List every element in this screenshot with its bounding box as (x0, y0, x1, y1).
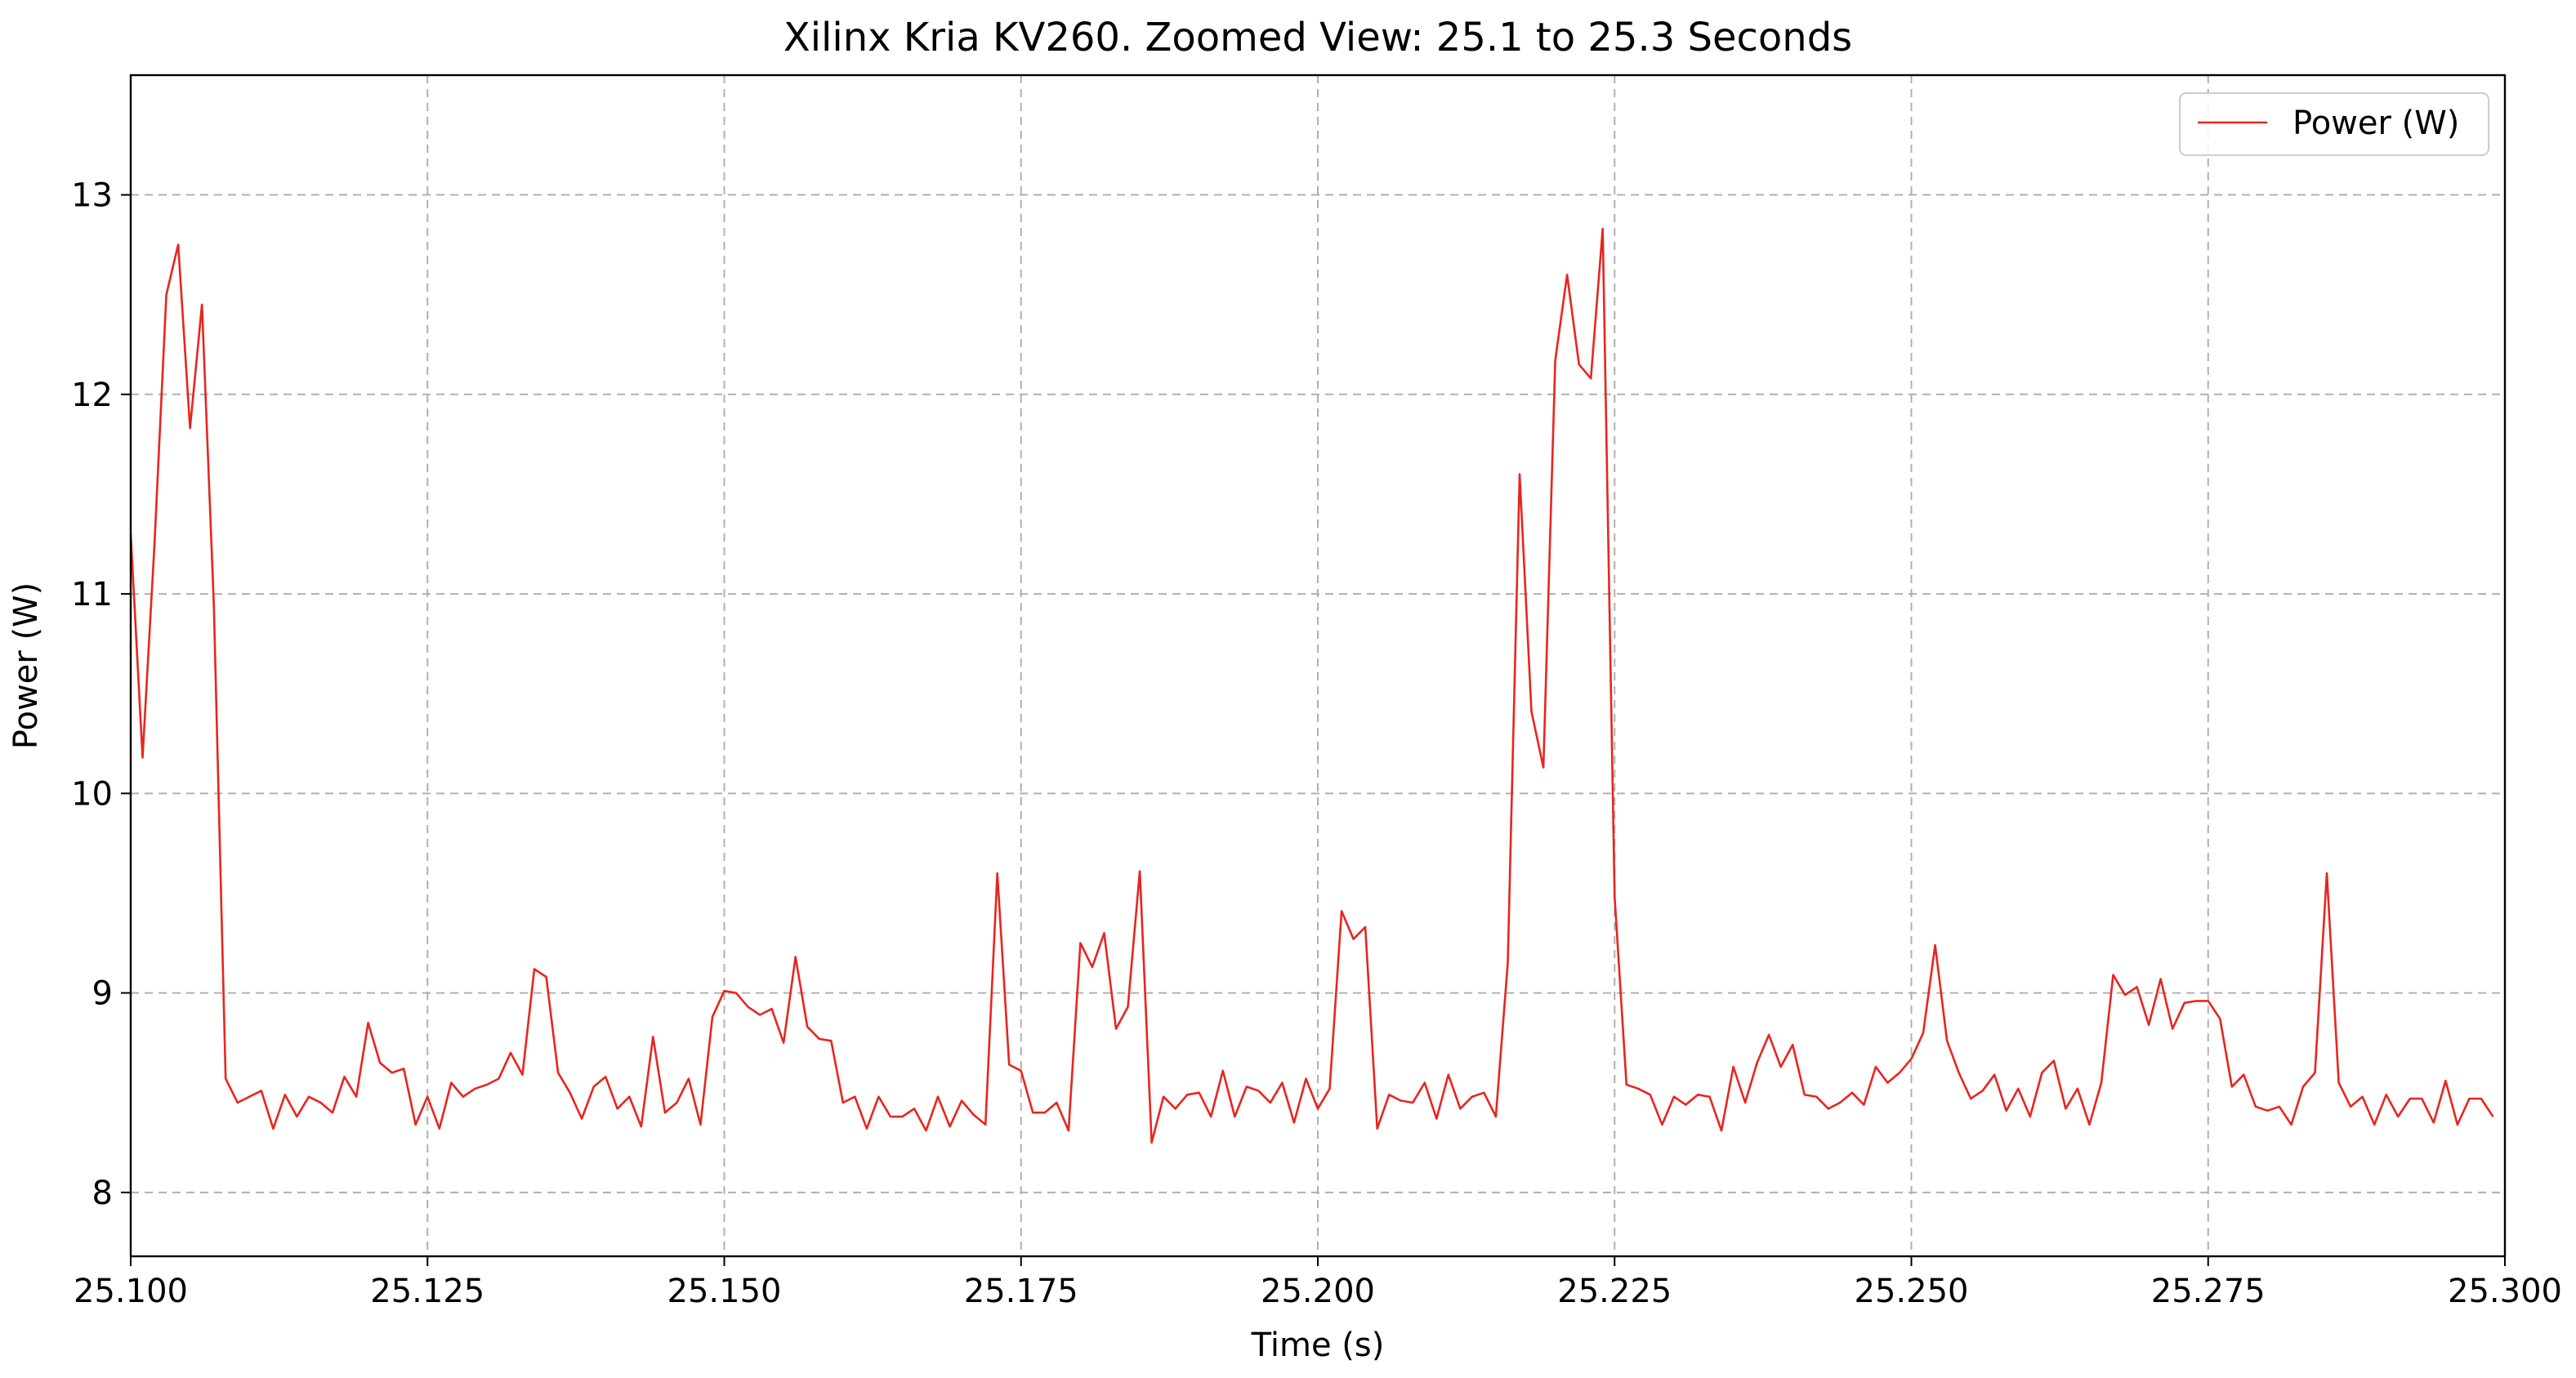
data-series (129, 227, 2494, 1144)
x-tick-label: 25.300 (2448, 1273, 2562, 1310)
x-tick-label: 25.275 (2151, 1273, 2266, 1310)
x-tick-label: 25.150 (667, 1273, 782, 1310)
y-tick-label: 11 (71, 576, 113, 613)
x-tick-label: 25.225 (1557, 1273, 1672, 1310)
y-tick-label: 9 (92, 975, 113, 1013)
x-tick-label: 25.250 (1855, 1273, 1969, 1310)
legend-label: Power (W) (2293, 105, 2459, 142)
x-tick-label: 25.200 (1261, 1273, 1375, 1310)
x-axis-ticks: 25.100 25.125 25.150 25.175 25.200 25.225 25.2… (74, 1256, 2562, 1310)
y-tick-label: 8 (92, 1175, 113, 1212)
y-axis-ticks: 8 9 10 11 12 13 (71, 177, 131, 1212)
power-series-line (129, 227, 2494, 1144)
legend-box (2179, 92, 2489, 156)
x-tick-label: 25.125 (370, 1273, 484, 1310)
y-tick-label: 10 (71, 775, 113, 813)
y-axis-label: Power (W) (7, 582, 45, 749)
x-axis-label: Time (s) (1251, 1327, 1385, 1364)
chart-title: Xilinx Kria KV260. Zoomed View: 25.1 to … (784, 15, 1852, 60)
y-tick-label: 13 (71, 177, 113, 215)
legend: Power (W) (2179, 92, 2489, 156)
x-tick-label: 25.175 (964, 1273, 1078, 1310)
x-tick-label: 25.100 (74, 1273, 188, 1310)
y-tick-label: 12 (71, 377, 113, 414)
